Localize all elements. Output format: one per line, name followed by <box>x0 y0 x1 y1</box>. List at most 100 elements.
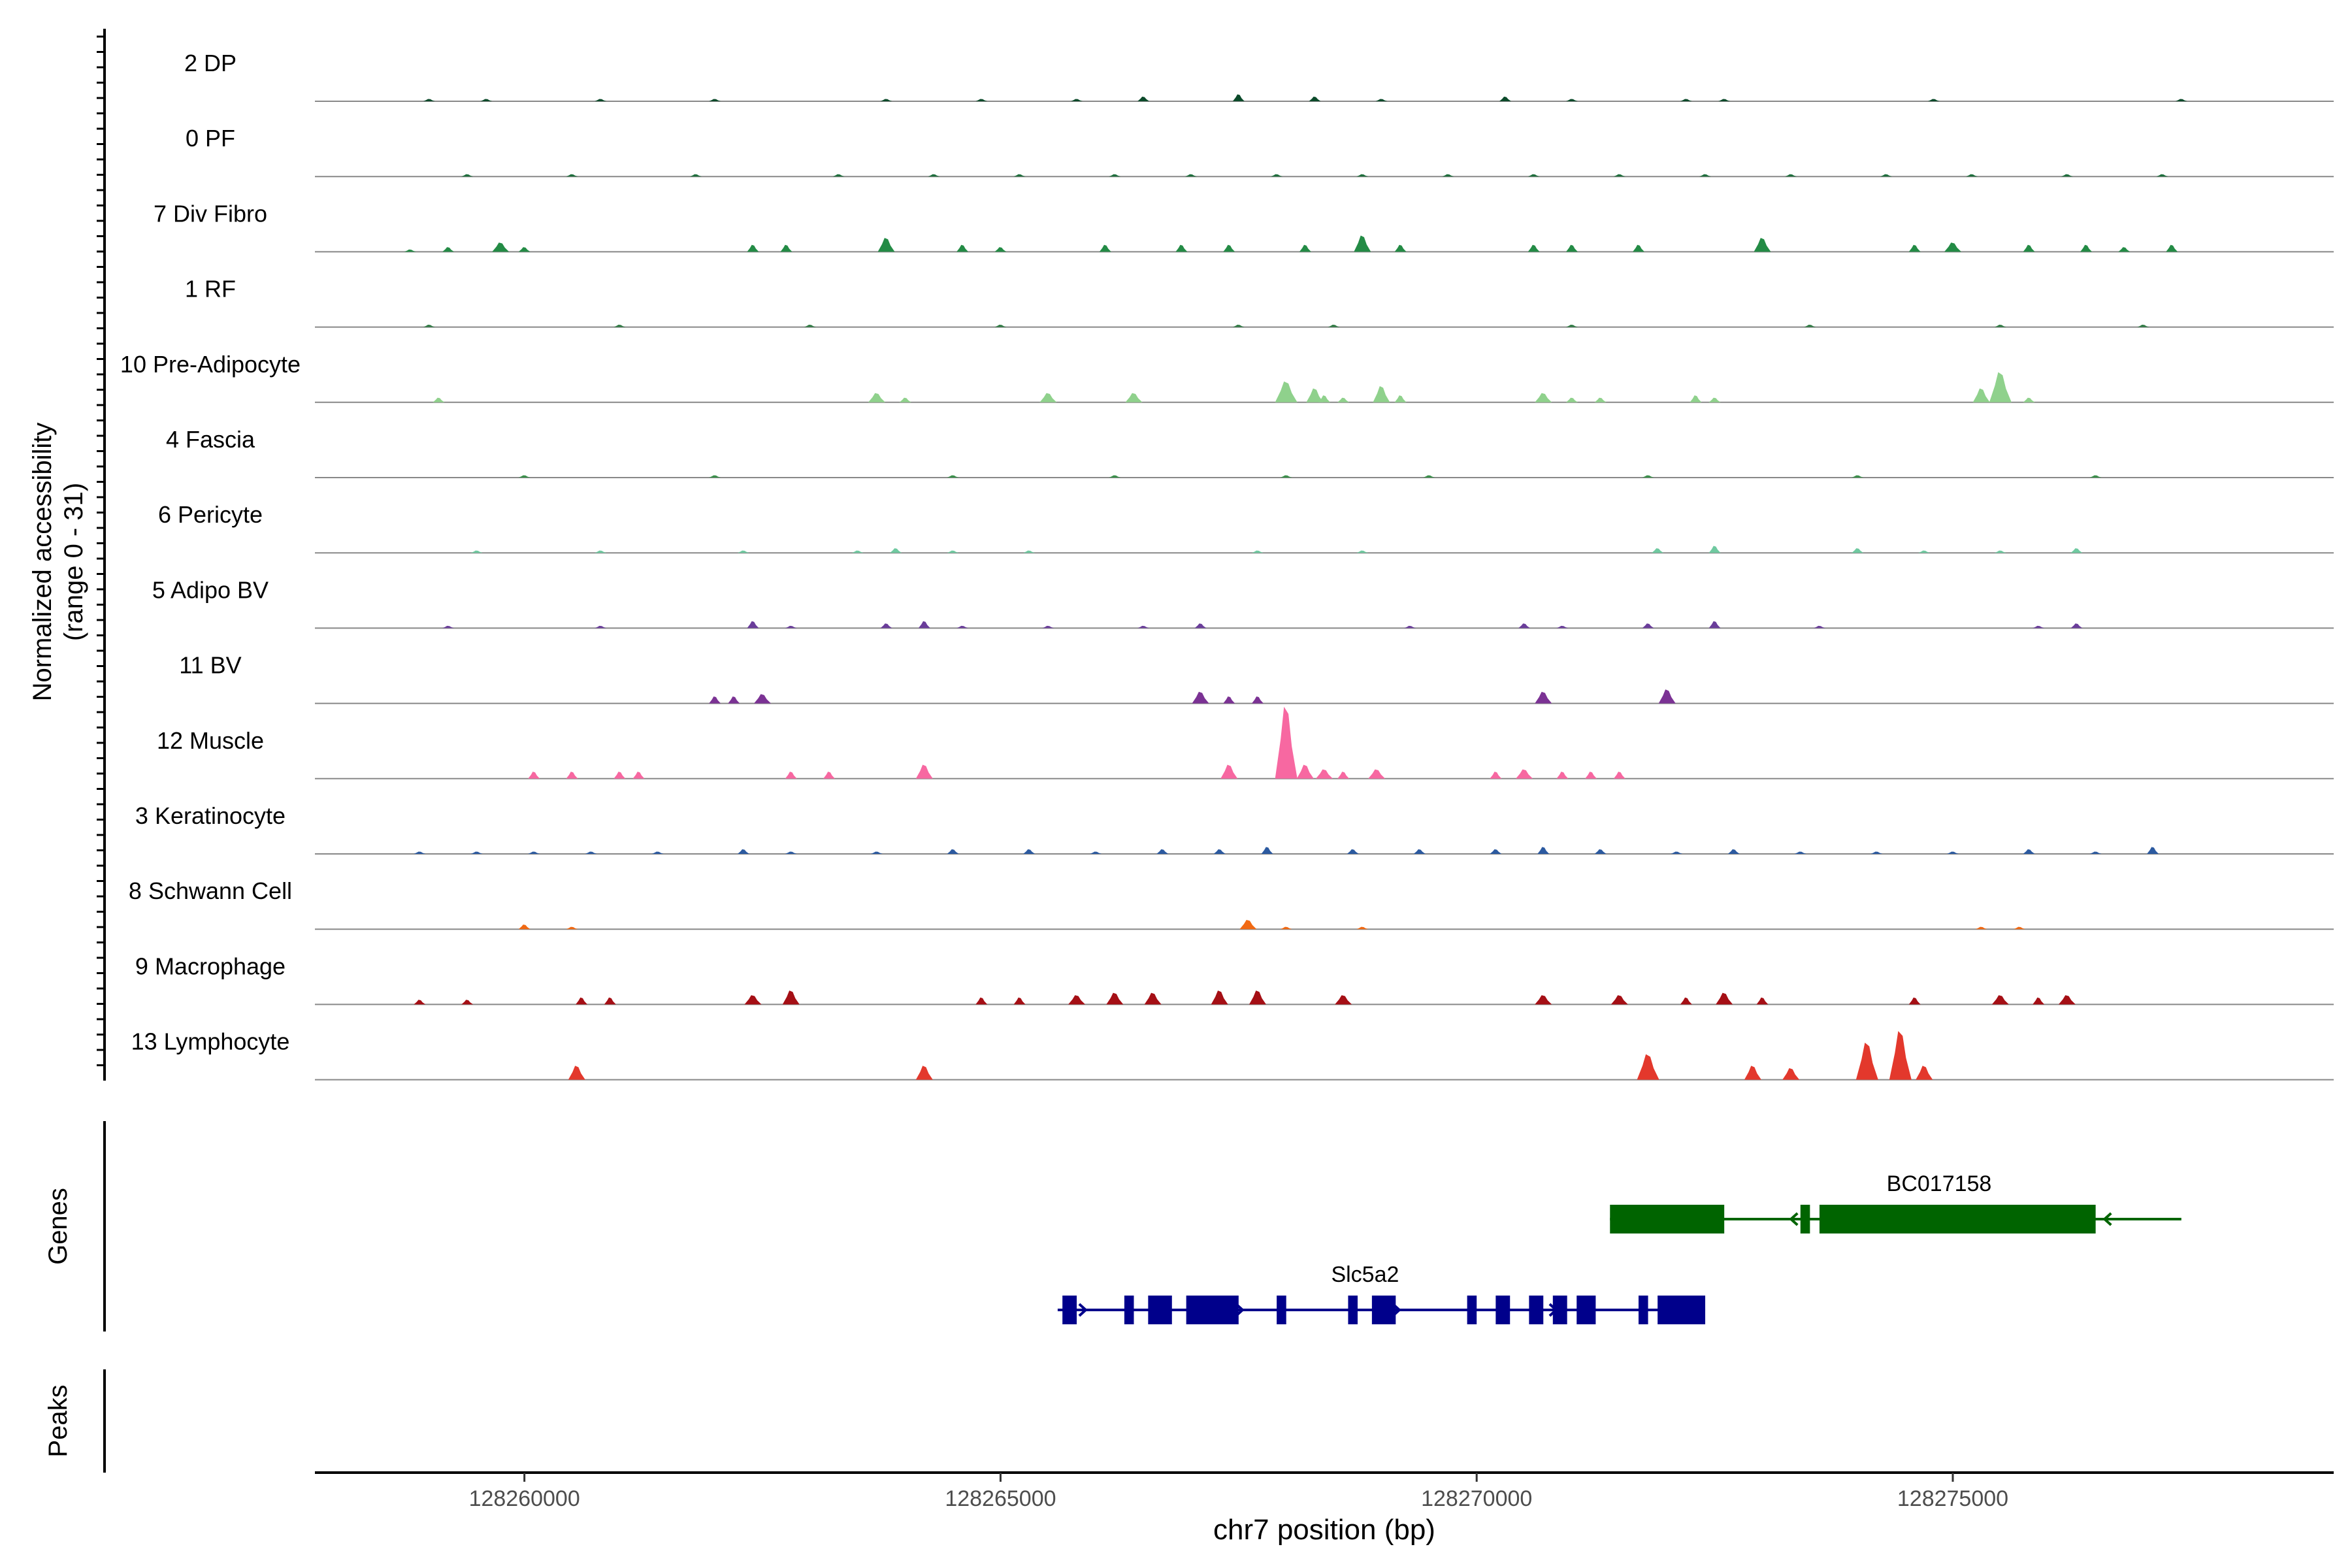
track: 8 Schwann Cell <box>129 877 2334 930</box>
accessibility-peak <box>1756 997 1769 1005</box>
accessibility-peak <box>851 550 864 553</box>
accessibility-peak <box>832 174 845 177</box>
accessibility-peak <box>1927 99 1940 101</box>
accessibility-peak <box>1280 926 1292 930</box>
accessibility-peak <box>1356 926 1369 930</box>
track-label: 2 DP <box>184 50 237 76</box>
accessibility-peak <box>1251 696 1264 704</box>
strand-arrow <box>1789 1212 1799 1226</box>
track: 6 Pericyte <box>158 501 2334 554</box>
accessibility-peak <box>1013 174 1026 177</box>
accessibility-peak <box>785 851 797 854</box>
accessibility-peak <box>1716 992 1733 1005</box>
accessibility-peak <box>1042 625 1054 629</box>
accessibility-peak <box>1527 174 1540 177</box>
track-label: 9 Macrophage <box>135 953 286 979</box>
accessibility-peak <box>785 625 797 629</box>
accessibility-peak <box>1975 926 1987 930</box>
y-axis-title-line2: (range 0 - 31) <box>59 483 88 641</box>
accessibility-peak <box>2156 174 2168 177</box>
accessibility-peak <box>1309 96 1321 101</box>
accessibility-peak <box>1527 244 1540 252</box>
accessibility-peak <box>1718 99 1731 101</box>
accessibility-peak <box>414 851 426 854</box>
accessibility-peak <box>566 926 578 930</box>
strand-arrow <box>1548 1303 1558 1317</box>
accessibility-peak <box>1280 475 1292 478</box>
accessibility-peak <box>1708 546 1721 553</box>
accessibility-peak <box>782 990 800 1005</box>
accessibility-peak <box>747 244 759 252</box>
accessibility-peak <box>518 475 531 478</box>
accessibility-peak <box>1394 395 1407 402</box>
gene-annotation-panel: BC017158 Slc5a2 <box>1057 1171 2181 1324</box>
peaks-panel-label: Peaks <box>44 1384 73 1457</box>
accessibility-peak <box>1223 696 1235 704</box>
accessibility-peak <box>1275 381 1298 402</box>
accessibility-peak <box>1671 851 1683 854</box>
x-tick-label: 128265000 <box>945 1486 1056 1511</box>
accessibility-peak <box>1068 995 1086 1005</box>
accessibility-peak <box>880 99 892 101</box>
accessibility-peak <box>1499 96 1511 101</box>
accessibility-peak <box>1337 772 1350 779</box>
accessibility-peak <box>1565 244 1578 252</box>
accessibility-peak <box>1727 849 1740 854</box>
gene-exon <box>1371 1296 1396 1324</box>
accessibility-peak <box>2089 475 2102 478</box>
accessibility-peak <box>2023 397 2035 402</box>
accessibility-peak <box>1744 1066 1761 1080</box>
accessibility-peak <box>1335 995 1352 1005</box>
accessibility-peak <box>1223 244 1235 252</box>
accessibility-peak <box>1754 238 1771 252</box>
accessibility-peak <box>918 621 930 629</box>
accessibility-peak <box>2033 625 2045 629</box>
accessibility-peak <box>737 550 749 553</box>
track-label: 7 Div Fibro <box>154 200 267 227</box>
accessibility-peak <box>1109 475 1121 478</box>
accessibility-peak <box>1637 1054 1659 1080</box>
accessibility-peak <box>1585 772 1597 779</box>
accessibility-peak <box>1535 995 1552 1005</box>
accessibility-peak <box>780 244 792 252</box>
accessibility-peak <box>568 1066 585 1080</box>
accessibility-peak <box>528 772 540 779</box>
accessibility-peak <box>880 623 892 629</box>
gene-exon <box>1576 1296 1596 1324</box>
accessibility-peak <box>442 625 455 629</box>
accessibility-peak <box>870 851 883 854</box>
accessibility-peak <box>1306 388 1324 402</box>
accessibility-peak <box>994 247 1007 252</box>
accessibility-peak <box>1535 691 1552 704</box>
accessibility-peak <box>1175 244 1188 252</box>
accessibility-peak <box>1125 393 1143 402</box>
accessibility-peak <box>947 475 959 478</box>
accessibility-peak <box>2089 851 2102 854</box>
accessibility-peak <box>1375 99 1388 101</box>
accessibility-peak <box>461 1000 474 1005</box>
accessibility-peak <box>1337 397 1350 402</box>
accessibility-peak <box>1537 847 1550 854</box>
accessibility-peak <box>1251 550 1264 553</box>
accessibility-peak <box>492 242 510 252</box>
accessibility-peak <box>461 174 474 177</box>
track-label: 0 PF <box>186 125 235 152</box>
gene-exon <box>1062 1296 1077 1324</box>
accessibility-peak <box>1071 99 1083 101</box>
track-label: 13 Lymphocyte <box>131 1028 290 1055</box>
y-axis-title-line1: Normalized accessibility <box>28 423 57 702</box>
accessibility-peak <box>947 550 959 553</box>
accessibility-peak <box>423 99 435 101</box>
x-tick-label: 128270000 <box>1421 1486 1532 1511</box>
accessibility-peak <box>877 238 895 252</box>
accessibility-peak <box>613 325 626 327</box>
accessibility-peak <box>1916 1066 1933 1080</box>
accessibility-peak <box>651 851 664 854</box>
accessibility-peak <box>690 174 702 177</box>
accessibility-peak <box>1516 769 1533 779</box>
accessibility-peak <box>1090 851 1102 854</box>
accessibility-peak <box>1613 174 1625 177</box>
accessibility-peak <box>1249 990 1266 1005</box>
accessibility-peak <box>1442 174 1454 177</box>
track: 1 RF <box>185 276 2334 328</box>
